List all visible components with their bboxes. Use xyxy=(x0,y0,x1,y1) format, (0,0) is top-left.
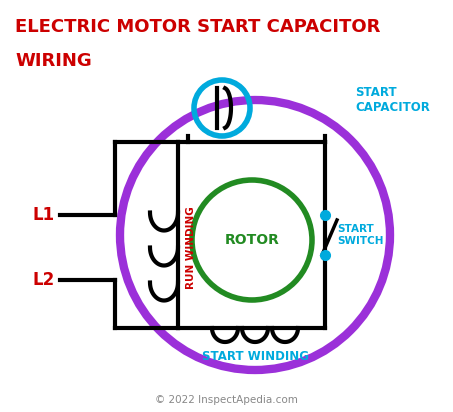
Text: RUN WINDING: RUN WINDING xyxy=(186,206,196,289)
Text: ELECTRIC MOTOR START CAPACITOR: ELECTRIC MOTOR START CAPACITOR xyxy=(15,18,381,36)
Text: L1: L1 xyxy=(33,206,55,224)
Text: WIRING: WIRING xyxy=(15,52,92,70)
Text: © 2022 InspectApedia.com: © 2022 InspectApedia.com xyxy=(155,395,298,405)
Text: L2: L2 xyxy=(33,271,55,289)
Text: START
SWITCH: START SWITCH xyxy=(337,224,384,246)
Text: ROTOR: ROTOR xyxy=(225,233,280,247)
Text: START
CAPACITOR: START CAPACITOR xyxy=(355,86,430,114)
Text: START WINDING: START WINDING xyxy=(202,349,308,363)
